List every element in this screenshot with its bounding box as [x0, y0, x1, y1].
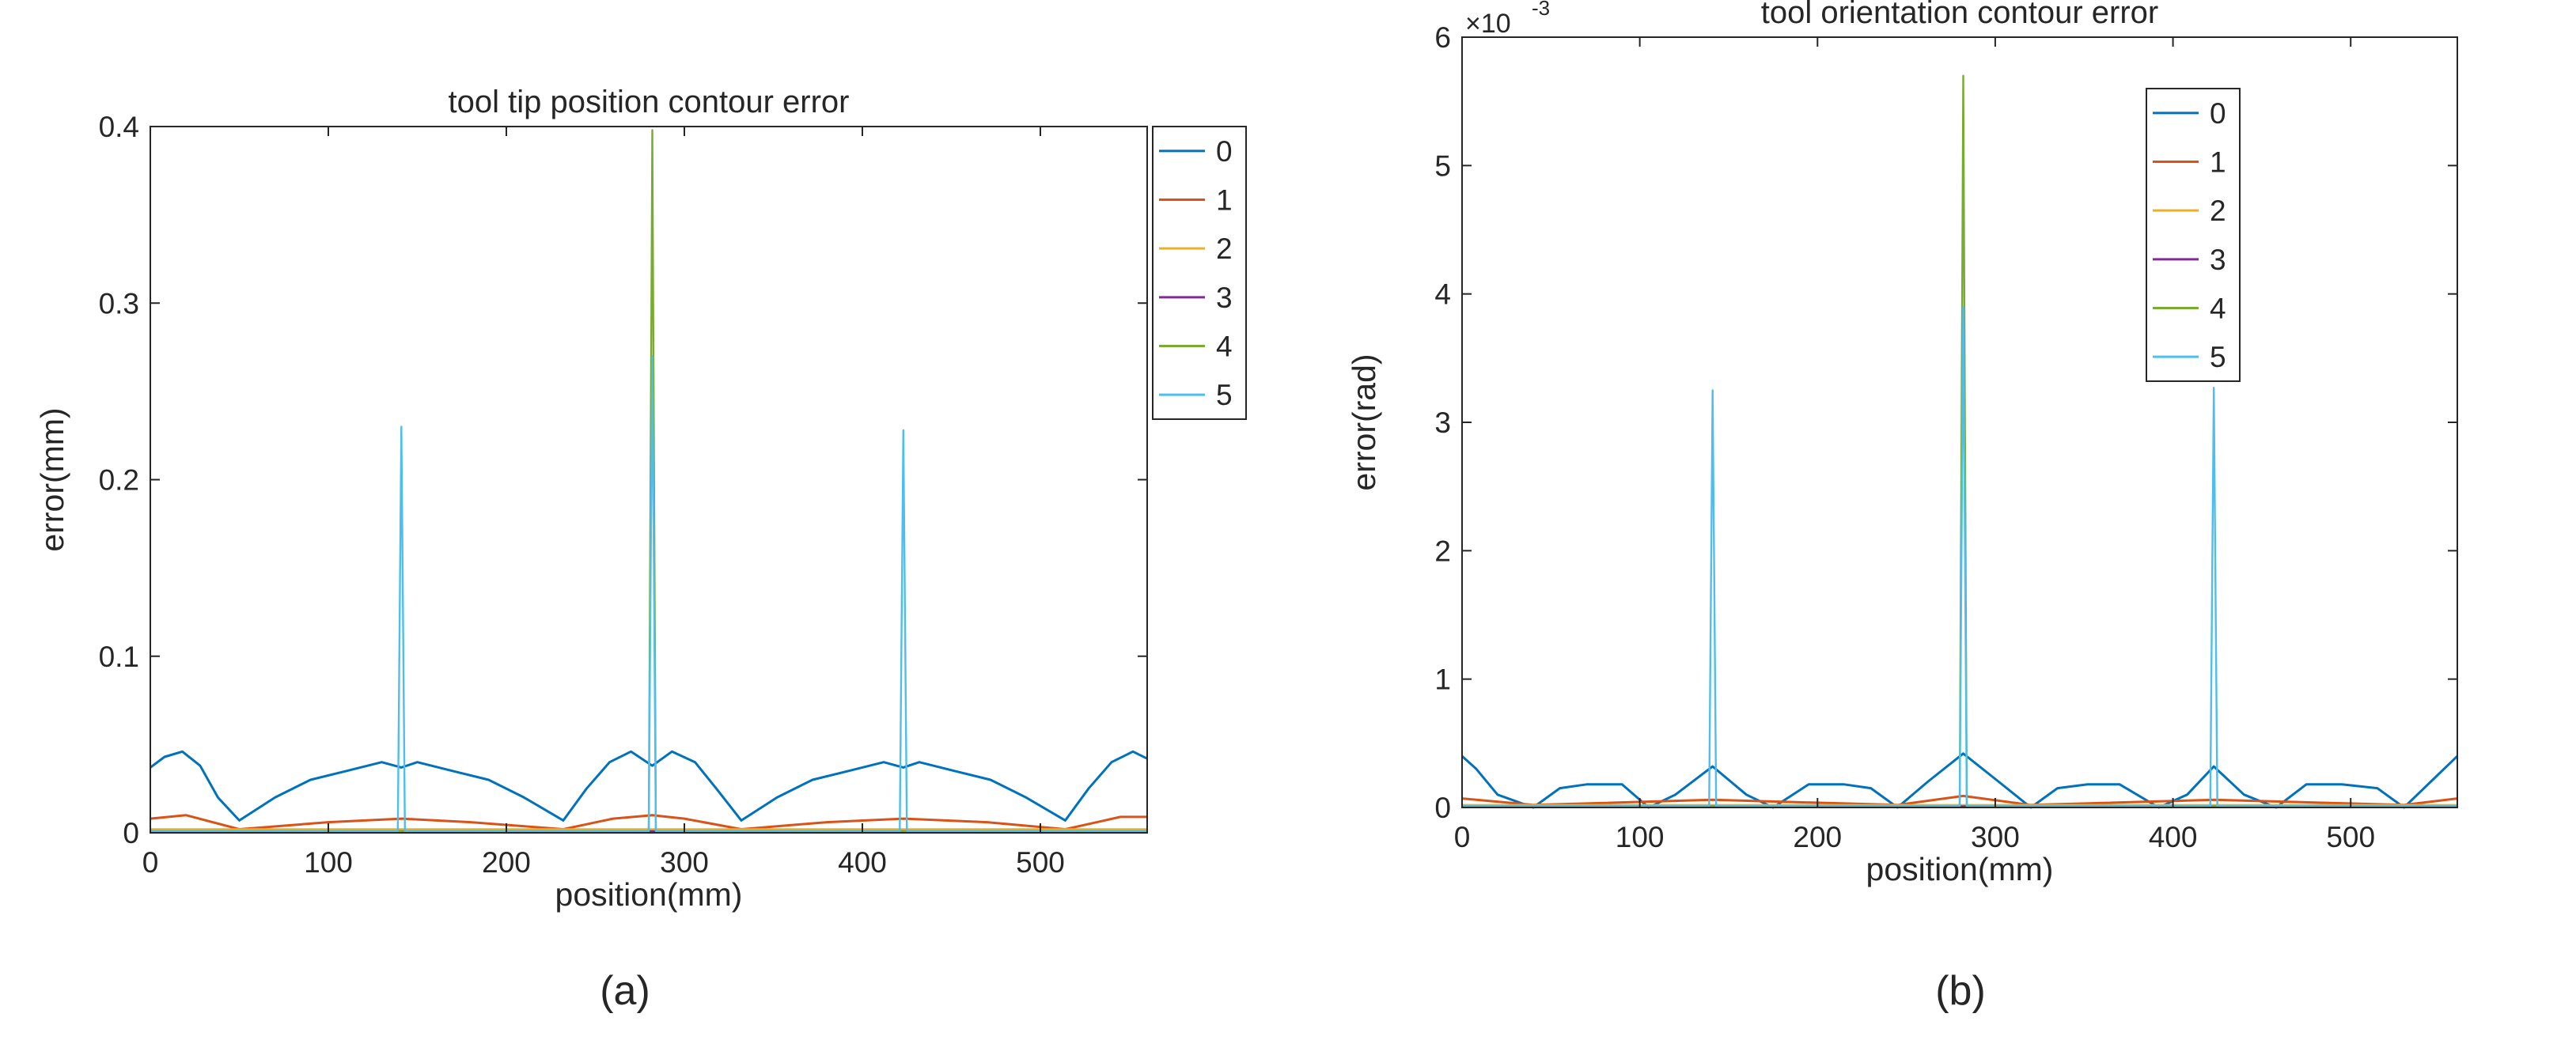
y-tick-label: 5 [1434, 149, 1451, 182]
chart-b: 0 100 200 300 400 500 0 1 2 3 4 5 6 tool orientation … [1346, 0, 2459, 887]
y-tick-label: 4 [1434, 278, 1451, 311]
y-tick-label: 3 [1434, 407, 1451, 439]
y-axis-label: error(mm) [34, 407, 70, 551]
x-tick-label: 500 [2326, 821, 2375, 853]
x-tick-label: 0 [142, 846, 159, 879]
x-tick-label: 200 [482, 846, 531, 879]
legend-box [2146, 88, 2241, 382]
legend-label-3: 3 [2210, 244, 2226, 276]
x-tick-label: 400 [2149, 821, 2198, 853]
y-tick-label: 0.3 [99, 287, 139, 320]
y-tick-label: 0 [123, 817, 139, 849]
series-line-1 [150, 814, 1147, 830]
legend-label-3: 3 [1216, 282, 1233, 314]
series-line-5 [150, 355, 1147, 833]
x-tick-label: 500 [1016, 846, 1065, 879]
x-tick-label: 0 [1454, 821, 1471, 853]
legend-label-4: 4 [1216, 331, 1233, 363]
legend: 0 1 2 3 4 5 [2146, 88, 2241, 382]
series-line-5 [1462, 305, 2457, 807]
y-axis-label: error(rad) [1346, 354, 1382, 490]
legend-label-2: 2 [1216, 233, 1233, 265]
y-tick-label: 0 [1434, 792, 1451, 824]
y-tick-label: 0.4 [99, 111, 139, 143]
y-exponent-power: -3 [1532, 0, 1550, 20]
y-tick-label: 1 [1434, 664, 1451, 696]
x-axis-label: position(mm) [1866, 851, 2054, 887]
legend-label-5: 5 [2210, 341, 2226, 373]
x-tick-label: 100 [1616, 821, 1665, 853]
legend-box [1152, 126, 1247, 420]
legend-label-5: 5 [1216, 379, 1233, 411]
x-tick-label: 300 [1971, 821, 2020, 853]
y-tick-label: 0.1 [99, 641, 139, 673]
series-line-1 [1461, 794, 2458, 807]
y-tick-label: 6 [1434, 21, 1451, 54]
series-line-0 [150, 750, 1148, 822]
legend-label-4: 4 [2210, 293, 2226, 325]
panel-label-b: (b) [1935, 968, 1986, 1014]
y-tick-label: 0.2 [99, 464, 139, 497]
legend-label-1: 1 [2210, 146, 2226, 179]
legend: 0 1 2 3 4 5 [1152, 126, 1247, 420]
y-tick-label: 2 [1434, 535, 1451, 567]
chart-title: tool orientation contour error [1761, 0, 2159, 30]
x-tick-label: 200 [1793, 821, 1842, 853]
x-tick-label: 400 [838, 846, 887, 879]
legend-label-0: 0 [1216, 135, 1233, 168]
x-tick-label: 300 [660, 846, 709, 879]
legend-label-1: 1 [1216, 184, 1233, 217]
legend-label-0: 0 [2210, 97, 2226, 130]
chart-a: 0 100 200 300 400 500 0 0.1 0.2 0.3 0.4 tool tip po… [34, 85, 1247, 913]
panel-label-a: (a) [600, 968, 650, 1014]
x-tick-label: 100 [304, 846, 353, 879]
y-exponent-label: ×10 [1465, 9, 1511, 39]
series-line-0 [1460, 752, 2459, 809]
chart-title: tool tip position contour error [449, 85, 850, 119]
legend-label-2: 2 [2210, 195, 2226, 227]
x-axis-label: position(mm) [555, 876, 743, 913]
